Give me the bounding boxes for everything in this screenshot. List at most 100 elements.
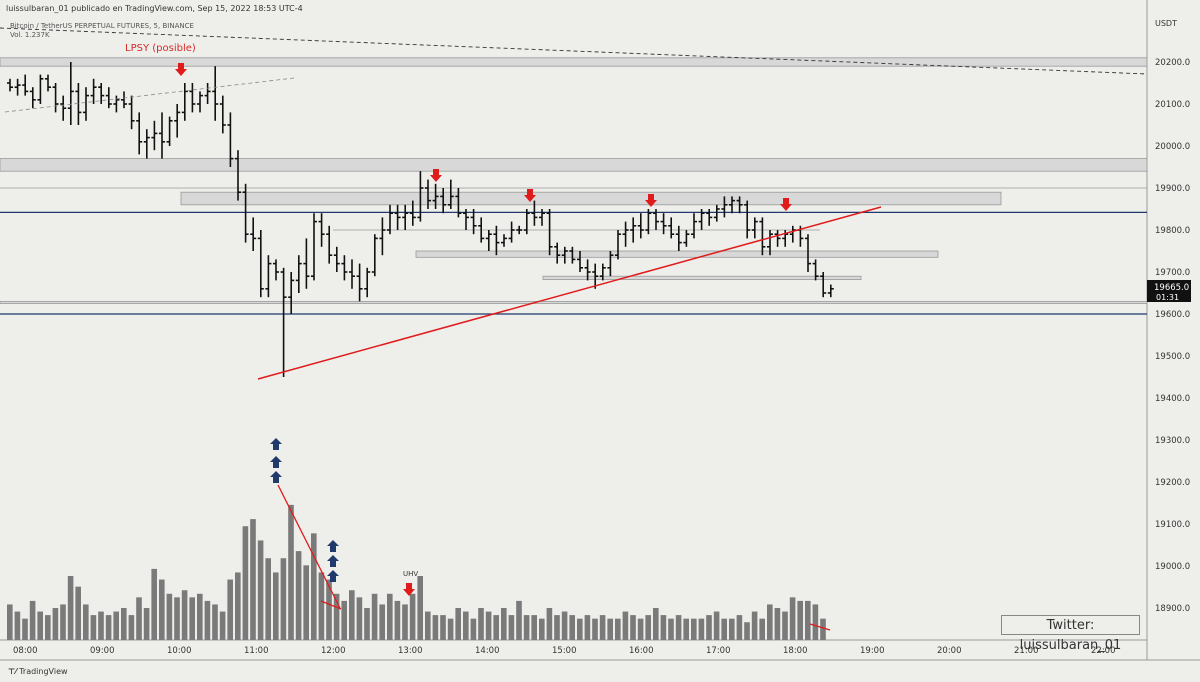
tradingview-brand: ⊤⁄ TradingView <box>8 667 68 676</box>
symbol-label[interactable]: Bitcoin / TetherUS PERPETUAL FUTURES, 5,… <box>10 22 194 30</box>
ohlc-bar <box>812 259 819 281</box>
volume-bar <box>417 576 423 640</box>
countdown-value: 01:31 <box>1156 293 1179 302</box>
volume-bar <box>721 618 727 640</box>
last-price-badge <box>1147 280 1191 302</box>
ohlc-bar <box>197 91 203 113</box>
y-tick-label: 19100.0 <box>1155 520 1190 530</box>
ohlc-bar <box>235 150 241 201</box>
ohlc-bar <box>98 83 105 104</box>
volume-bar <box>744 622 750 640</box>
ohlc-bar <box>508 221 515 243</box>
ohlc-bar <box>432 183 439 209</box>
ohlc-bar <box>820 272 827 298</box>
volume-bar <box>759 618 765 640</box>
volume-bar <box>379 604 385 640</box>
volume-bar <box>599 615 606 640</box>
ohlc-bar <box>485 230 492 251</box>
ohlc-bar <box>637 213 644 239</box>
ohlc-bar <box>440 188 447 214</box>
volume-bar <box>311 533 317 640</box>
ohlc-bar <box>181 83 188 121</box>
ohlc-bar <box>789 225 796 243</box>
ohlc-bar <box>584 259 591 281</box>
ohlc-bar <box>333 246 340 272</box>
volume-bar <box>774 608 781 640</box>
ohlc-bar <box>227 112 234 167</box>
y-tick-label: 19000.0 <box>1155 562 1190 572</box>
volume-bar <box>751 611 758 640</box>
ohlc-bar <box>204 83 211 104</box>
volume-bar <box>83 604 89 640</box>
ohlc-bar <box>280 267 287 377</box>
ohlc-bar <box>729 196 735 214</box>
x-tick-label: 10:00 <box>167 646 192 656</box>
volume-label: Vol. 1.237K <box>10 31 50 39</box>
ohlc-bar <box>349 259 355 289</box>
ohlc-bar <box>60 95 67 121</box>
up-arrow-icon <box>327 540 339 552</box>
ohlc-bar <box>653 209 659 230</box>
y-tick-label: 19800.0 <box>1155 226 1190 236</box>
volume-bar <box>333 593 340 640</box>
volume-bar <box>250 519 256 640</box>
dashed-trend-line <box>0 27 1148 75</box>
x-tick-label: 17:00 <box>706 646 731 656</box>
volume-trend-line <box>809 623 831 631</box>
volume-bar <box>805 600 811 640</box>
ohlc-bar <box>493 225 500 256</box>
up-arrow-icon <box>327 570 339 582</box>
ohlc-bar <box>577 251 583 272</box>
x-tick-label: 11:00 <box>244 646 269 656</box>
volume-bar <box>349 590 355 640</box>
volume-bar <box>143 608 150 640</box>
trend-line <box>257 206 882 380</box>
down-arrow-icon <box>175 63 187 76</box>
x-tick-label: 19:00 <box>860 646 885 656</box>
ohlc-bar <box>45 74 51 92</box>
ohlc-bar <box>37 74 44 104</box>
ohlc-bar <box>501 234 507 247</box>
ohlc-bar <box>751 217 758 239</box>
ohlc-bar <box>326 225 333 264</box>
volume-bar <box>523 615 530 640</box>
x-tick-label: 09:00 <box>90 646 115 656</box>
ohlc-bar <box>615 230 621 260</box>
volume-bar <box>493 615 499 640</box>
volume-bar <box>440 615 446 640</box>
ohlc-bar <box>622 221 629 247</box>
ohlc-bar <box>288 272 295 314</box>
volume-bar <box>546 608 553 640</box>
x-tick-label: 16:00 <box>629 646 654 656</box>
volume-bar <box>767 604 773 640</box>
ohlc-bar <box>394 204 401 230</box>
ohlc-bar <box>22 74 29 96</box>
up-arrow-icon <box>270 438 282 450</box>
volume-bar <box>151 568 157 640</box>
ohlc-bar <box>736 196 743 214</box>
volume-bar <box>60 604 66 640</box>
ohlc-bar <box>387 204 393 235</box>
ohlc-bar <box>417 171 424 222</box>
ohlc-bar <box>546 209 553 256</box>
ohlc-bar <box>265 255 272 298</box>
ohlc-bar <box>212 66 219 121</box>
volume-bar <box>280 558 287 640</box>
volume-bar <box>660 615 667 640</box>
volume-bar <box>52 608 59 640</box>
volume-bar <box>637 618 644 640</box>
volume-bar <box>812 604 819 640</box>
volume-bar <box>729 618 735 640</box>
y-tick-label: 19300.0 <box>1155 436 1190 446</box>
volume-bar <box>113 611 119 640</box>
currency-label: USDT <box>1155 19 1177 28</box>
x-tick-label: 21:00 <box>1014 646 1039 656</box>
ohlc-bar <box>318 213 325 247</box>
ohlc-bar <box>539 209 545 226</box>
volume-bar <box>668 618 674 640</box>
ohlc-bar <box>592 263 599 289</box>
tradingview-logo-icon: ⊤⁄ <box>8 667 17 676</box>
y-tick-label: 19200.0 <box>1155 478 1190 488</box>
volume-bar <box>356 597 363 640</box>
